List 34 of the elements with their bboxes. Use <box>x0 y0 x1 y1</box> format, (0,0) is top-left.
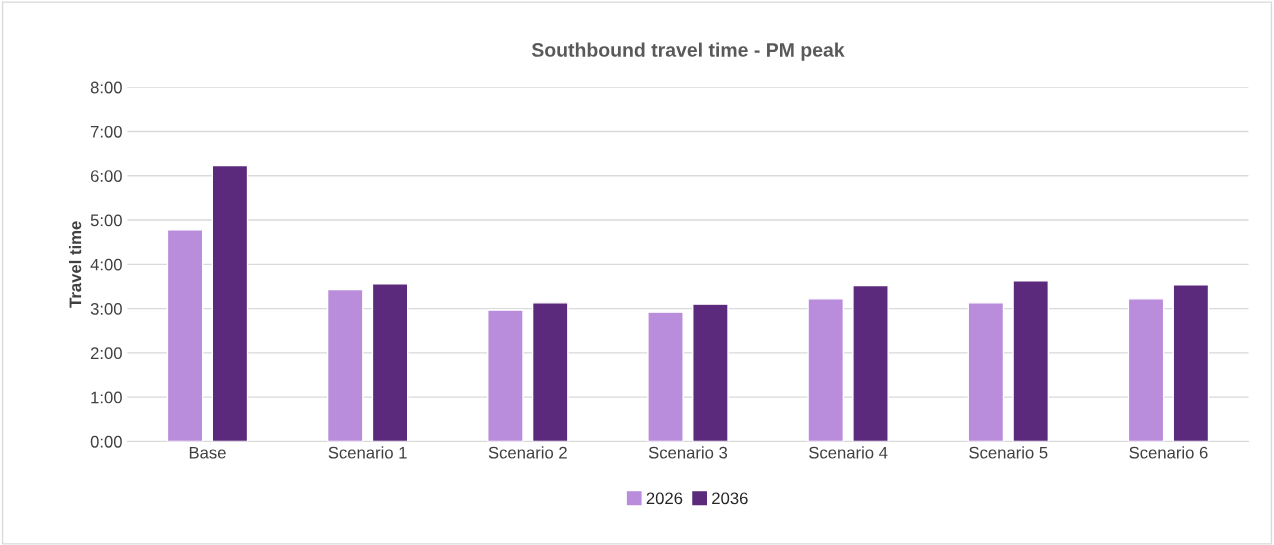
bar <box>371 283 409 442</box>
chart-title: Southbound travel time - PM peak <box>531 42 845 61</box>
bar <box>647 311 684 442</box>
y-tick-label: 4:00 <box>90 258 122 271</box>
bar <box>807 298 845 442</box>
bar <box>531 302 569 442</box>
x-tick-label: Scenario 3 <box>648 446 728 459</box>
x-tick-label: Scenario 4 <box>809 446 888 459</box>
legend-label: 2036 <box>712 492 748 505</box>
y-axis-title: Travel time <box>69 221 82 308</box>
y-tick-label: 5:00 <box>90 214 122 227</box>
bar <box>1172 283 1210 442</box>
bar <box>166 229 204 442</box>
x-tick-label: Scenario 6 <box>1129 446 1208 459</box>
x-tick-label: Scenario 2 <box>488 446 567 459</box>
y-tick-label: 3:00 <box>90 303 122 315</box>
y-tick-label: 6:00 <box>90 170 122 182</box>
bar <box>852 284 889 442</box>
y-tick-label: 2:00 <box>90 347 122 360</box>
legend-label: 2026 <box>646 492 683 505</box>
bar <box>1012 280 1050 442</box>
bar <box>211 164 249 442</box>
x-tick-label: Scenario 1 <box>328 446 407 459</box>
y-tick-label: 8:00 <box>90 81 122 94</box>
bar <box>1127 298 1165 442</box>
x-tick-label: Base <box>189 446 226 459</box>
y-tick-label: 7:00 <box>90 125 122 138</box>
y-tick-label: 1:00 <box>91 391 122 404</box>
bar <box>692 303 729 442</box>
bar <box>487 309 524 442</box>
bar <box>967 302 1005 442</box>
bar <box>326 288 364 442</box>
y-tick-label: 0:00 <box>90 435 122 448</box>
x-tick-label: Scenario 5 <box>969 446 1048 459</box>
